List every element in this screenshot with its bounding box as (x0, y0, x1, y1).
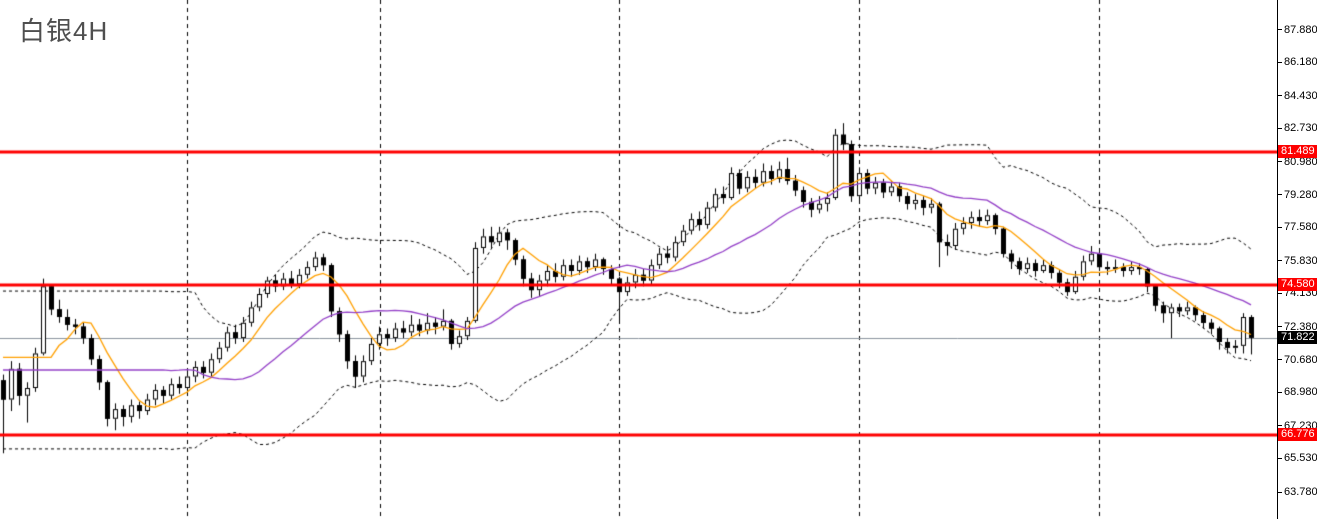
price-level-badge: 66.776 (1278, 427, 1317, 441)
axis-tick-mark (1278, 359, 1282, 361)
price-level-badge: 74.580 (1278, 277, 1317, 291)
axis-tick-mark (1278, 226, 1282, 228)
price-level-badge: 81.489 (1278, 145, 1317, 159)
axis-tick-label: 77.580 (1284, 221, 1317, 234)
axis-tick-label: 84.430 (1284, 89, 1317, 102)
axis-tick-label: 70.680 (1284, 353, 1317, 366)
axis-tick-mark (1278, 260, 1282, 262)
chart-title: 白银4H (19, 16, 109, 46)
axis-tick-mark (1278, 29, 1282, 31)
axis-tick-label: 68.980 (1284, 386, 1317, 399)
axis-tick-mark (1278, 491, 1282, 493)
axis-tick-label: 82.730 (1284, 122, 1317, 135)
current-price-badge: 71.822 (1278, 330, 1317, 344)
axis-tick-mark (1278, 61, 1282, 63)
axis-tick-mark (1278, 425, 1282, 427)
axis-tick-label: 75.830 (1284, 254, 1317, 267)
axis-tick-label: 87.880 (1284, 23, 1317, 36)
axis-tick-mark (1278, 326, 1282, 328)
axis-tick-mark (1278, 292, 1282, 294)
price-chart-canvas[interactable] (0, 0, 1277, 519)
axis-tick-mark (1278, 391, 1282, 393)
axis-tick-label: 79.280 (1284, 188, 1317, 201)
axis-tick-label: 86.180 (1284, 56, 1317, 69)
axis-tick-label: 63.780 (1284, 486, 1317, 499)
axis-tick-mark (1278, 95, 1282, 97)
axis-tick-label: 72.380 (1284, 320, 1317, 333)
axis-tick-mark (1278, 457, 1282, 459)
axis-tick-label: 80.980 (1284, 155, 1317, 168)
axis-tick-mark (1278, 127, 1282, 129)
axis-tick-mark (1278, 161, 1282, 163)
axis-tick-label: 65.530 (1284, 452, 1317, 465)
price-axis[interactable]: 87.880 86.180 84.430 82.730 80.980 79.280 77.5… (1277, 0, 1317, 519)
axis-tick-mark (1278, 194, 1282, 196)
